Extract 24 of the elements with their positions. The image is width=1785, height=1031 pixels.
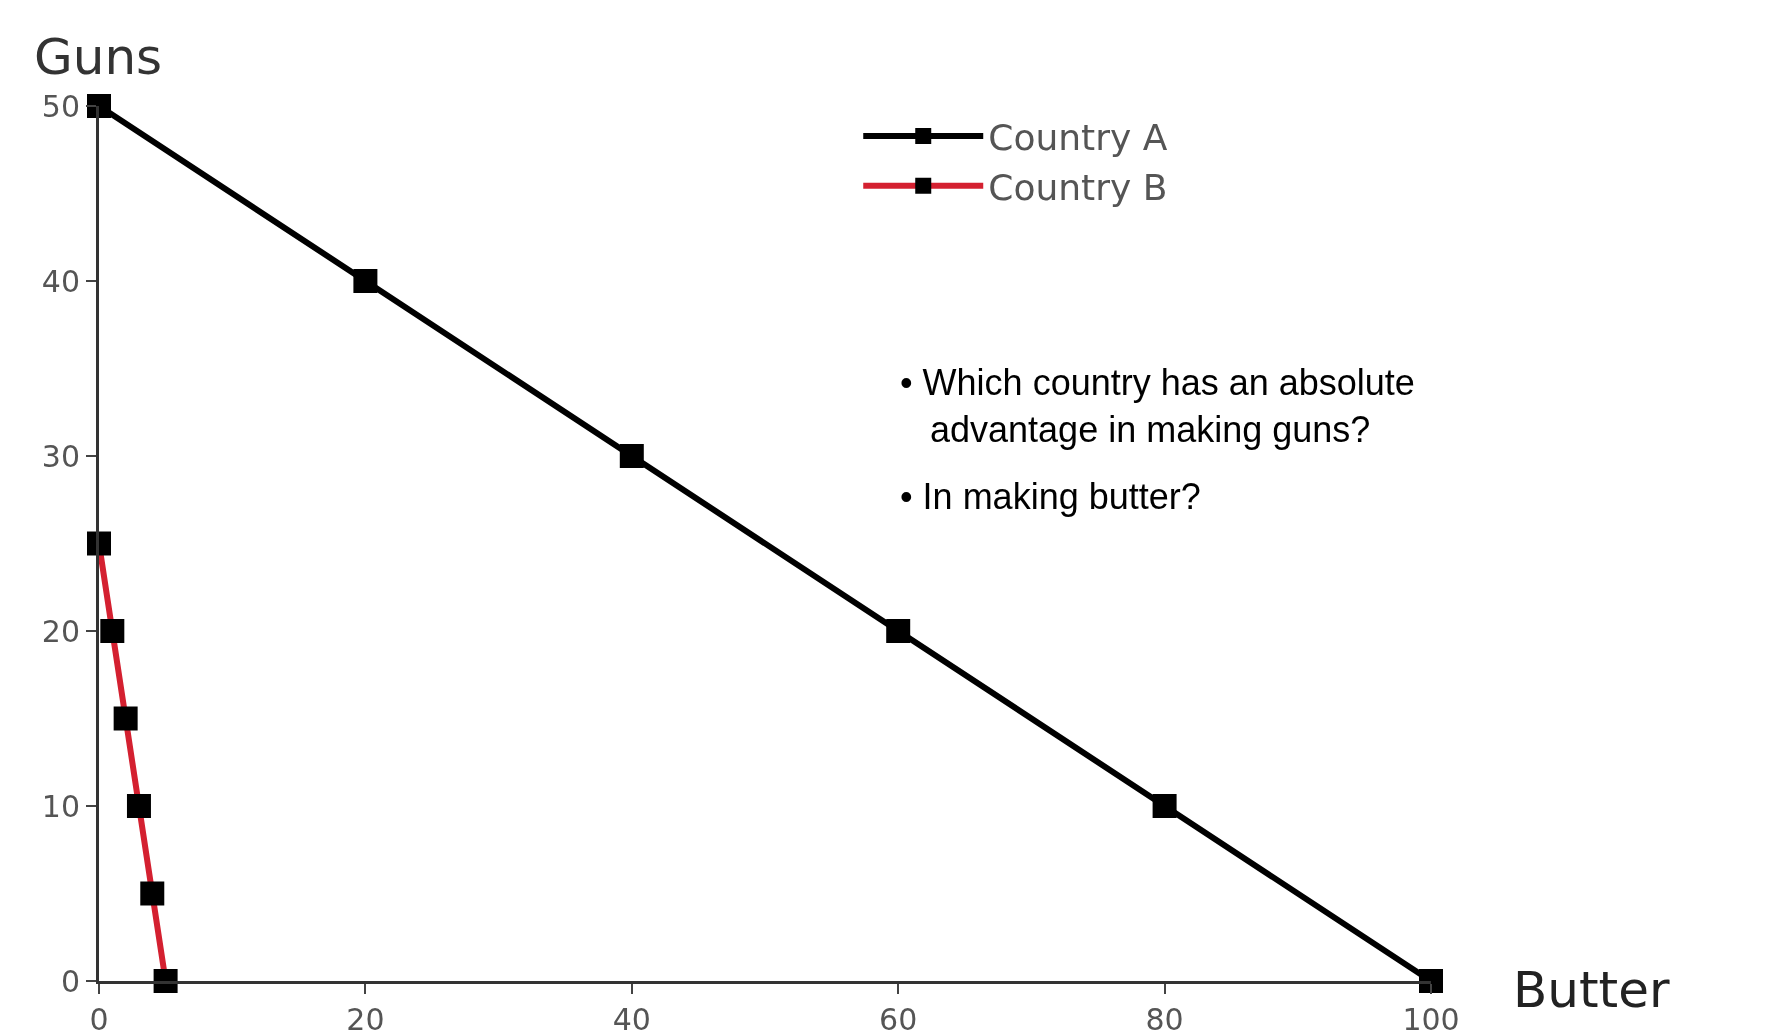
annotation: • Which country has an absolute advantage in making guns? [900,362,1415,450]
x-tick-label: 40 [612,1002,651,1031]
annotation: • In making butter? [900,476,1201,517]
point [886,619,911,643]
x-tick-label: 80 [1145,1002,1184,1031]
y-tick-label: 0 [60,963,80,999]
y-tick-label: 30 [41,438,80,474]
y-axis-title: Guns [34,28,163,86]
x-tick-label: 20 [346,1002,385,1031]
x-tick-label: 60 [879,1002,918,1031]
point [1152,794,1177,818]
y-tick-label: 10 [41,788,80,824]
y-tick-label: 20 [41,613,80,649]
legend-label: Country B [988,166,1168,208]
legend-label: Country A [988,116,1168,158]
point [619,444,644,468]
point [87,94,111,118]
y-tick-label: 50 [41,88,80,124]
point [1419,969,1443,993]
x-tick-label: 100 [1402,1002,1460,1031]
point [353,269,378,293]
x-tick-label: 0 [89,1002,109,1031]
y-tick-label: 40 [41,263,80,299]
x-axis-title: Butter [1513,961,1670,1019]
